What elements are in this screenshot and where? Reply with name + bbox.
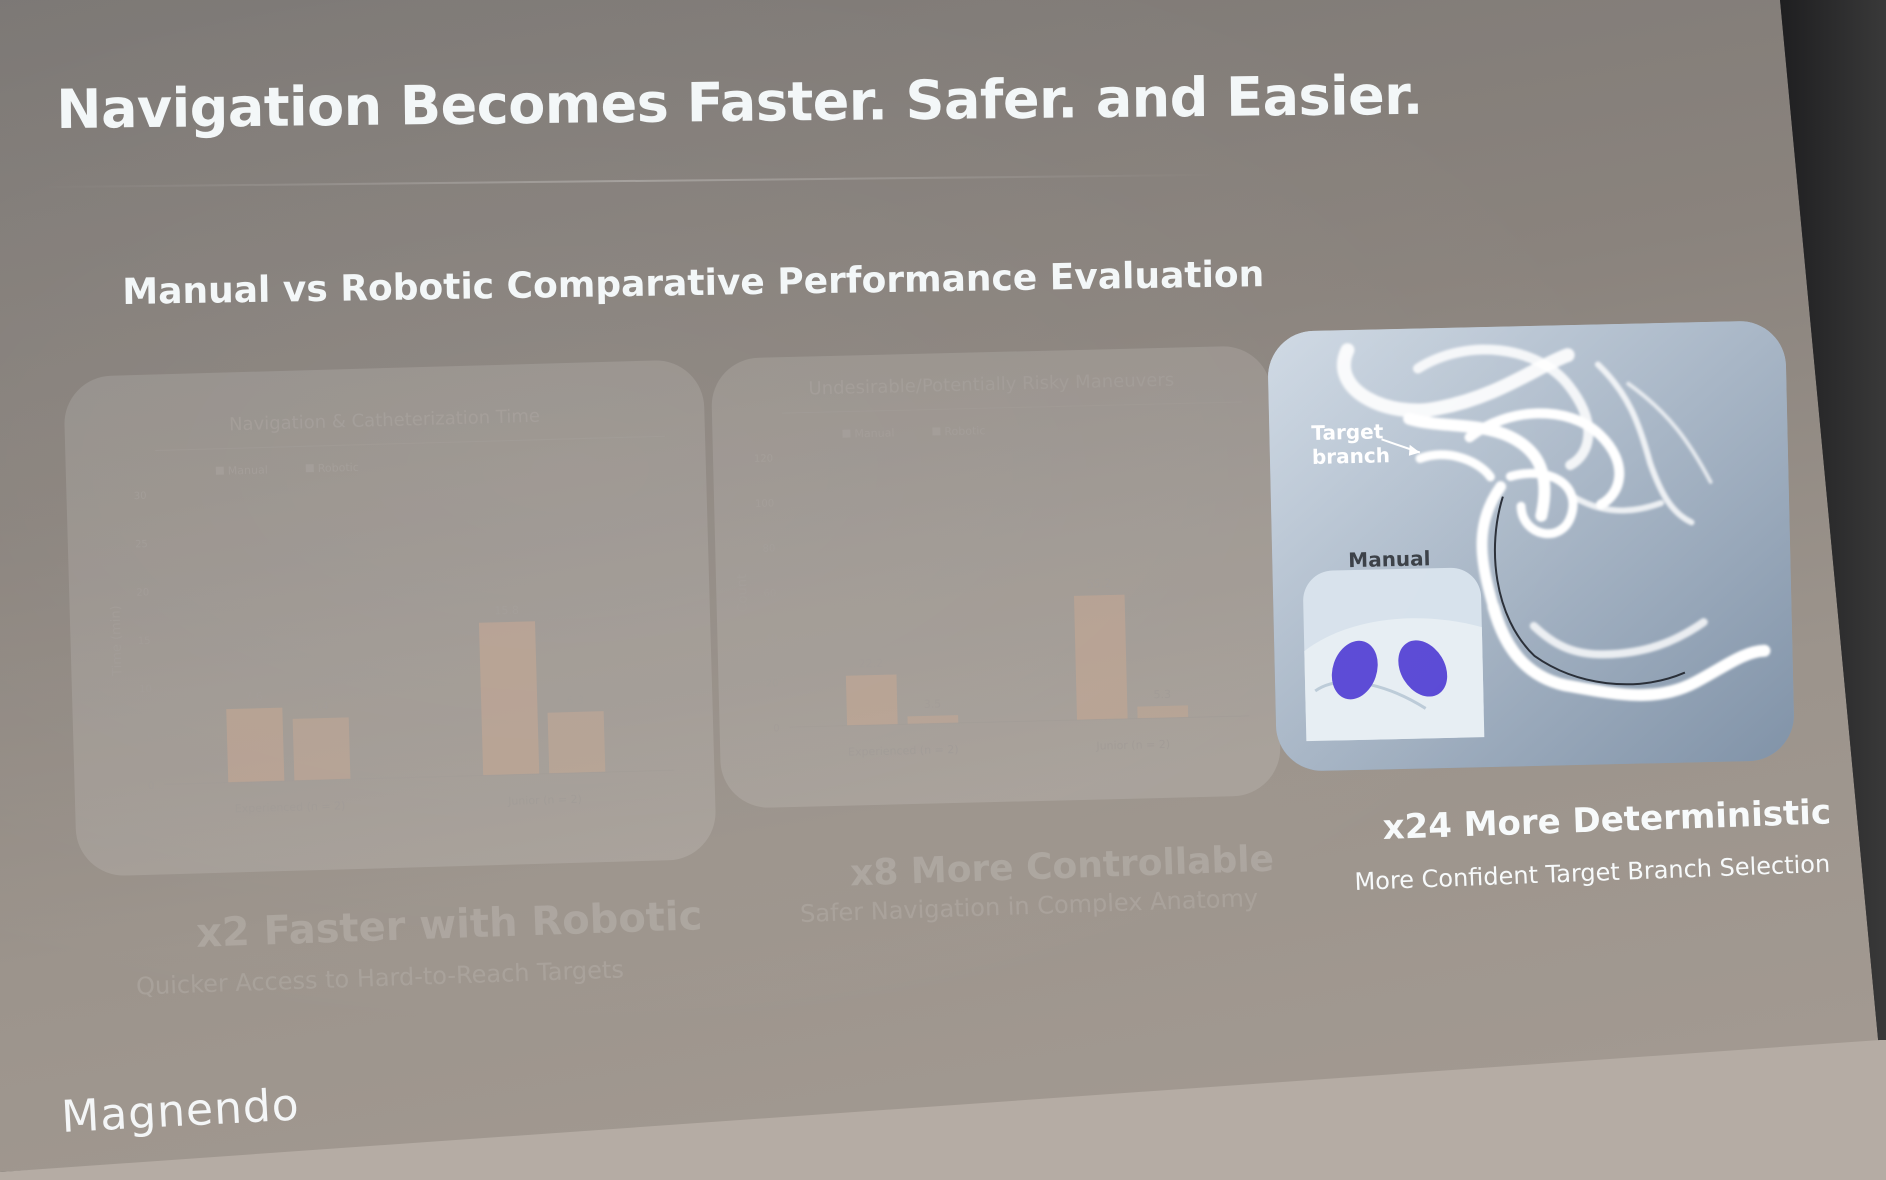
- x-category-label: Junior (n = 2): [1095, 738, 1170, 753]
- bar-value-label: 7.6: [245, 690, 263, 703]
- glove-right-icon: [1398, 640, 1448, 697]
- title-divider: [40, 173, 1220, 189]
- y-axis-label: Time (min): [109, 605, 126, 677]
- bar-value-label: 15.8: [494, 604, 519, 618]
- angiography-image-card: Target branch Manual: [1267, 320, 1795, 772]
- panel1-headline: x2 Faster with Robotic: [195, 893, 704, 957]
- chart-time-svg: Navigation & Catheterization Time Manual R…: [109, 406, 675, 815]
- chart-card-time: Navigation & Catheterization Time Manual R…: [63, 359, 717, 877]
- x-axis-line: [164, 769, 675, 785]
- y-tick-label: 0: [773, 723, 780, 734]
- slide-title: Navigation Becomes Faster. Safer. and Ea…: [56, 63, 1423, 141]
- angiography-image: [1267, 320, 1795, 772]
- magnendo-logo: Magnendo: [60, 1079, 301, 1143]
- panel3-headline: x24 More Deterministic: [1382, 792, 1832, 848]
- y-tick-label: 10: [139, 684, 152, 695]
- bar-value-label: 22.2: [858, 657, 883, 671]
- chart-title-rule: [781, 401, 1242, 414]
- x-axis-line: [789, 715, 1250, 728]
- bar: [1137, 705, 1189, 719]
- y-tick-label: 40: [765, 633, 778, 644]
- slide-subtitle: Manual vs Robotic Comparative Performanc…: [122, 254, 1265, 313]
- y-tick-label: 5: [147, 732, 154, 743]
- legend-swatch: [305, 464, 314, 473]
- legend-swatch: [842, 429, 851, 438]
- y-tick-label: 30: [134, 491, 147, 502]
- legend-label: Manual: [854, 426, 894, 440]
- x-category-label: Experienced (n = 2): [235, 799, 346, 815]
- legend-label: Manual: [228, 463, 268, 477]
- bar: [1073, 594, 1128, 721]
- bar: [292, 717, 351, 781]
- annotation-branch: branch: [1311, 443, 1391, 469]
- chart-maneuvers-svg: Undesirable/Potentially Risky Maneuvers M…: [735, 370, 1250, 759]
- bar: [907, 715, 959, 725]
- bar-value-label: 3.5: [924, 698, 942, 711]
- annotation-target: Target: [1311, 419, 1384, 445]
- legend-swatch: [932, 427, 941, 436]
- annotation-manual: Manual: [1348, 546, 1431, 573]
- y-axis-label: Count: [735, 574, 751, 613]
- x-category-label: Experienced (n = 2): [848, 743, 959, 759]
- y-tick-label: 120: [754, 453, 773, 464]
- y-tick-label: 100: [755, 498, 774, 509]
- panel3-subline: More Confident Target Branch Selection: [1354, 849, 1831, 896]
- y-tick-label: 80: [762, 543, 775, 554]
- bar: [547, 711, 606, 774]
- y-tick-label: 20: [766, 678, 779, 689]
- y-tick-label: 15: [138, 636, 151, 647]
- bar: [845, 674, 898, 726]
- x-category-label: Junior (n = 2): [507, 793, 582, 808]
- bar-value-label: 6.3: [566, 694, 584, 707]
- y-tick-label: 0: [148, 781, 155, 792]
- chart-title-rule: [155, 435, 666, 451]
- chart-card-maneuvers: Undesirable/Potentially Risky Maneuvers M…: [710, 345, 1282, 809]
- panel1-subline: Quicker Access to Hard-to-Reach Targets: [135, 955, 625, 1001]
- legend-label: Robotic: [944, 424, 985, 438]
- chart-title: Undesirable/Potentially Risky Maneuvers: [808, 370, 1174, 400]
- legend-swatch: [215, 466, 224, 475]
- chart-title: Navigation & Catheterization Time: [229, 406, 540, 436]
- bar-value-label: 6.4: [311, 700, 329, 713]
- glove-left-icon: [1331, 640, 1378, 700]
- y-tick-label: 20: [136, 587, 149, 598]
- y-tick-label: 25: [135, 539, 148, 550]
- bar-value-label: 55.2: [1087, 577, 1112, 591]
- bar: [226, 707, 285, 783]
- y-tick-label: 60: [763, 588, 776, 599]
- bar-value-label: 5.3: [1153, 688, 1171, 701]
- legend-label: Robotic: [318, 461, 359, 475]
- bar: [478, 621, 540, 776]
